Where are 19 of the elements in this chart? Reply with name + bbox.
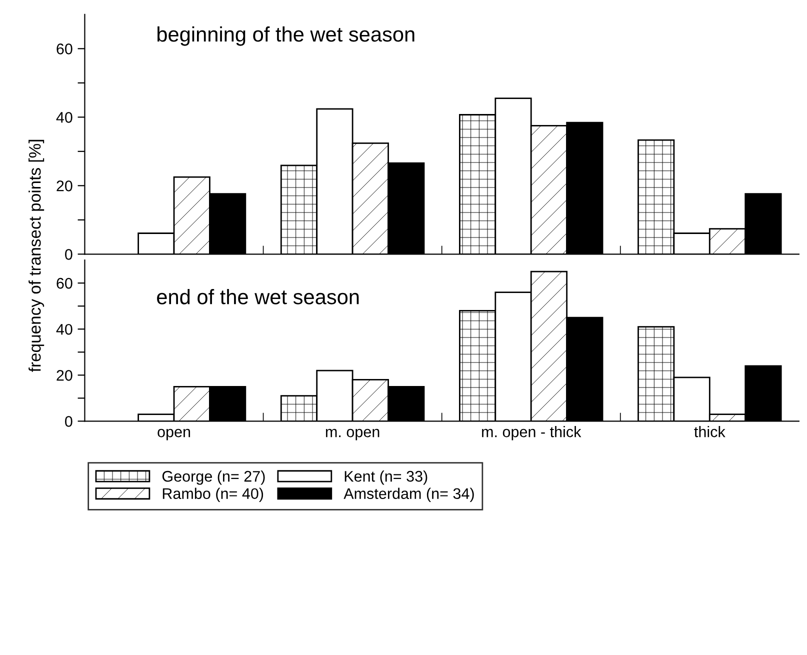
x-tick-label: open [158,428,190,440]
y-tick-label: 20 [56,180,72,192]
legend-label: George (n= 27) [162,470,265,485]
x-tick-label: m. open - thick [482,426,582,440]
y-tick-label: 0 [65,416,72,427]
text: beginning of the wet season [158,26,414,46]
y-tick-label: 60 [56,44,72,54]
x-tick-label: thick [694,426,726,438]
x-tick-label: m. open [326,428,380,440]
y-tick-label: 60 [56,278,72,289]
y-tick-label: 40 [56,112,72,123]
legend-label: Kent (n= 33) [344,470,428,485]
y-tick-label: 40 [56,324,72,335]
text: end of the wet season [157,289,359,304]
y-tick-label: 20 [56,370,72,381]
y-tick-label: 0 [65,249,72,260]
legend-label: Rambo (n= 40) [162,488,264,502]
y-axis-title: frequency of transect points [%] [28,140,44,372]
legend-label: Amsterdam (n= 34) [344,488,474,502]
